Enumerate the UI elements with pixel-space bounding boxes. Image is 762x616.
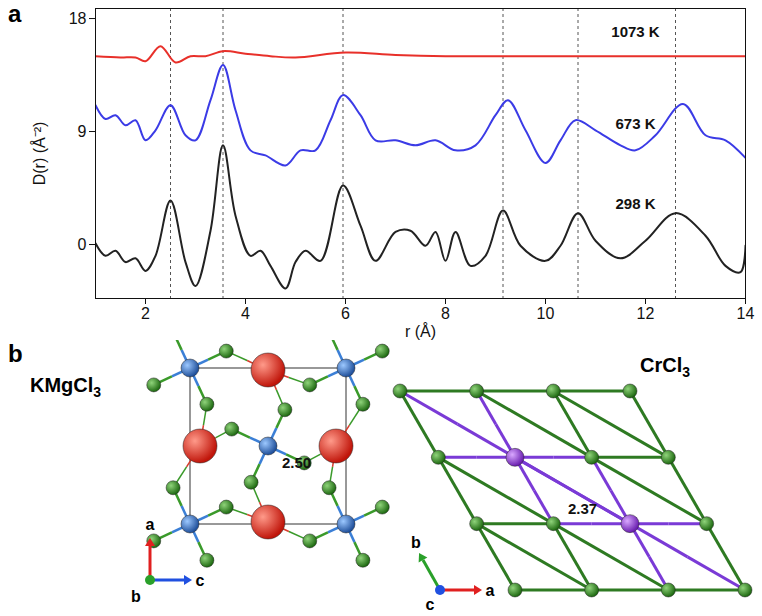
svg-text:9: 9 (78, 123, 87, 140)
svg-text:KMgCl3: KMgCl3 (30, 374, 101, 400)
svg-text:10: 10 (537, 305, 555, 322)
svg-text:D(r) (Å⁻²): D(r) (Å⁻²) (30, 122, 48, 186)
svg-text:2.50: 2.50 (282, 454, 311, 471)
svg-text:b: b (411, 534, 421, 551)
svg-text:b: b (8, 340, 23, 367)
svg-text:CrCl3: CrCl3 (640, 354, 690, 380)
svg-text:0: 0 (78, 236, 87, 253)
svg-text:r (Å): r (Å) (405, 322, 436, 340)
svg-text:2.37: 2.37 (568, 500, 597, 517)
html-text:a: a (8, 0, 22, 27)
svg-text:c: c (196, 572, 205, 589)
svg-text:1073 K: 1073 K (611, 23, 660, 40)
svg-text:12: 12 (637, 305, 655, 322)
svg-text:a: a (486, 582, 495, 599)
svg-text:298 K: 298 K (615, 195, 655, 212)
svg-text:673 K: 673 K (615, 115, 655, 132)
svg-text:b: b (131, 588, 141, 605)
svg-text:8: 8 (441, 305, 450, 322)
svg-text:a: a (146, 516, 155, 533)
svg-text:14: 14 (737, 305, 755, 322)
svg-text:4: 4 (241, 305, 250, 322)
svg-text:6: 6 (341, 305, 350, 322)
svg-text:c: c (426, 596, 435, 613)
svg-text:2: 2 (141, 305, 150, 322)
svg-text:18: 18 (69, 10, 87, 27)
